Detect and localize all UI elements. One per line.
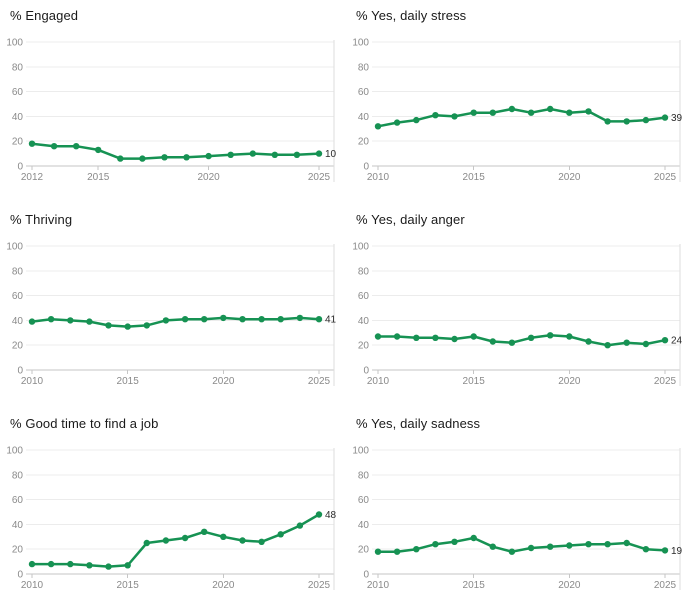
svg-text:2012: 2012	[21, 172, 44, 183]
chart-thriving: % Thriving 0 20 40 60 80 100 2010 2015 2020 2025 4…	[6, 212, 338, 388]
svg-text:2025: 2025	[308, 376, 331, 387]
svg-text:2015: 2015	[463, 376, 486, 387]
svg-text:80: 80	[358, 62, 370, 73]
svg-text:20: 20	[358, 341, 370, 352]
svg-text:100: 100	[6, 38, 23, 49]
svg-text:100: 100	[6, 242, 23, 253]
svg-text:19: 19	[671, 546, 683, 557]
line-chart-thriving: 0 20 40 60 80 100 2010 2015 2020 2025 41	[6, 242, 337, 388]
svg-text:0: 0	[363, 570, 369, 581]
svg-text:2010: 2010	[367, 580, 390, 591]
svg-text:41: 41	[325, 315, 337, 326]
svg-text:48: 48	[325, 510, 337, 521]
svg-text:60: 60	[358, 495, 370, 506]
svg-text:0: 0	[17, 570, 23, 581]
chart-title-daily-anger: % Yes, daily anger	[356, 212, 465, 227]
svg-text:40: 40	[12, 112, 24, 123]
svg-text:80: 80	[358, 470, 370, 481]
svg-text:24: 24	[671, 336, 683, 347]
svg-text:0: 0	[17, 162, 23, 173]
svg-text:40: 40	[358, 112, 370, 123]
line-chart-good-time-find-job: 0 20 40 60 80 100 2010 2015 2020 2025 48	[6, 446, 337, 592]
line-chart-daily-anger: 0 20 40 60 80 100 2010 2015 2020 2025 24	[352, 242, 683, 388]
chart-daily-stress: % Yes, daily stress 0 20 40 60 80 100 2010 2015…	[352, 8, 684, 184]
svg-text:2025: 2025	[654, 376, 677, 387]
svg-text:2025: 2025	[308, 172, 331, 183]
svg-text:10: 10	[325, 149, 337, 160]
svg-text:39: 39	[671, 113, 683, 124]
svg-text:2010: 2010	[367, 376, 390, 387]
chart-title-engaged: % Engaged	[10, 8, 79, 23]
chart-title-daily-sadness: % Yes, daily sadness	[356, 416, 481, 431]
svg-text:60: 60	[358, 291, 370, 302]
svg-text:2010: 2010	[367, 172, 390, 183]
svg-text:20: 20	[12, 545, 24, 556]
svg-text:80: 80	[12, 266, 24, 277]
svg-text:20: 20	[358, 545, 370, 556]
svg-text:40: 40	[358, 520, 370, 531]
svg-text:80: 80	[358, 266, 370, 277]
chart-good-time-find-job: % Good time to find a job 0 20 40 60 80 100 20…	[6, 416, 338, 592]
svg-text:80: 80	[12, 62, 24, 73]
chart-engaged: % Engaged 0 20 40 60 80 100 2012 2015 2020 2025 10	[6, 8, 338, 184]
svg-text:2020: 2020	[558, 172, 581, 183]
svg-text:2015: 2015	[463, 172, 486, 183]
svg-text:60: 60	[12, 495, 24, 506]
svg-text:20: 20	[12, 137, 24, 148]
svg-text:100: 100	[352, 38, 369, 49]
svg-text:40: 40	[12, 316, 24, 327]
svg-text:100: 100	[352, 242, 369, 253]
chart-title-daily-stress: % Yes, daily stress	[356, 8, 467, 23]
svg-text:0: 0	[17, 366, 23, 377]
line-chart-daily-sadness: 0 20 40 60 80 100 2010 2015 2020 2025 19	[352, 446, 683, 592]
svg-text:2015: 2015	[463, 580, 486, 591]
svg-text:40: 40	[12, 520, 24, 531]
svg-text:2020: 2020	[212, 376, 235, 387]
svg-text:60: 60	[12, 291, 24, 302]
svg-text:2015: 2015	[87, 172, 110, 183]
svg-text:2025: 2025	[308, 580, 331, 591]
line-chart-engaged: 0 20 40 60 80 100 2012 2015 2020 2025 10	[6, 38, 337, 184]
chart-title-good-time-find-job: % Good time to find a job	[10, 416, 159, 431]
svg-text:20: 20	[12, 341, 24, 352]
svg-text:2025: 2025	[654, 172, 677, 183]
svg-text:0: 0	[363, 162, 369, 173]
svg-text:80: 80	[12, 470, 24, 481]
chart-title-thriving: % Thriving	[10, 212, 73, 227]
line-chart-daily-stress: 0 20 40 60 80 100 2010 2015 2020 2025 39	[352, 38, 683, 184]
svg-text:2020: 2020	[558, 580, 581, 591]
svg-text:20: 20	[358, 137, 370, 148]
svg-text:2010: 2010	[21, 580, 44, 591]
svg-text:2025: 2025	[654, 580, 677, 591]
svg-text:60: 60	[358, 87, 370, 98]
svg-text:2020: 2020	[558, 376, 581, 387]
svg-text:2015: 2015	[117, 376, 140, 387]
svg-text:60: 60	[12, 87, 24, 98]
svg-text:100: 100	[6, 446, 23, 457]
svg-text:2020: 2020	[197, 172, 220, 183]
svg-text:2020: 2020	[212, 580, 235, 591]
svg-text:40: 40	[358, 316, 370, 327]
svg-text:0: 0	[363, 366, 369, 377]
chart-daily-sadness: % Yes, daily sadness 0 20 40 60 80 100 2010 201…	[352, 416, 684, 592]
svg-text:2015: 2015	[117, 580, 140, 591]
svg-text:100: 100	[352, 446, 369, 457]
chart-daily-anger: % Yes, daily anger 0 20 40 60 80 100 2010 2015 2…	[352, 212, 684, 388]
svg-text:2010: 2010	[21, 376, 44, 387]
